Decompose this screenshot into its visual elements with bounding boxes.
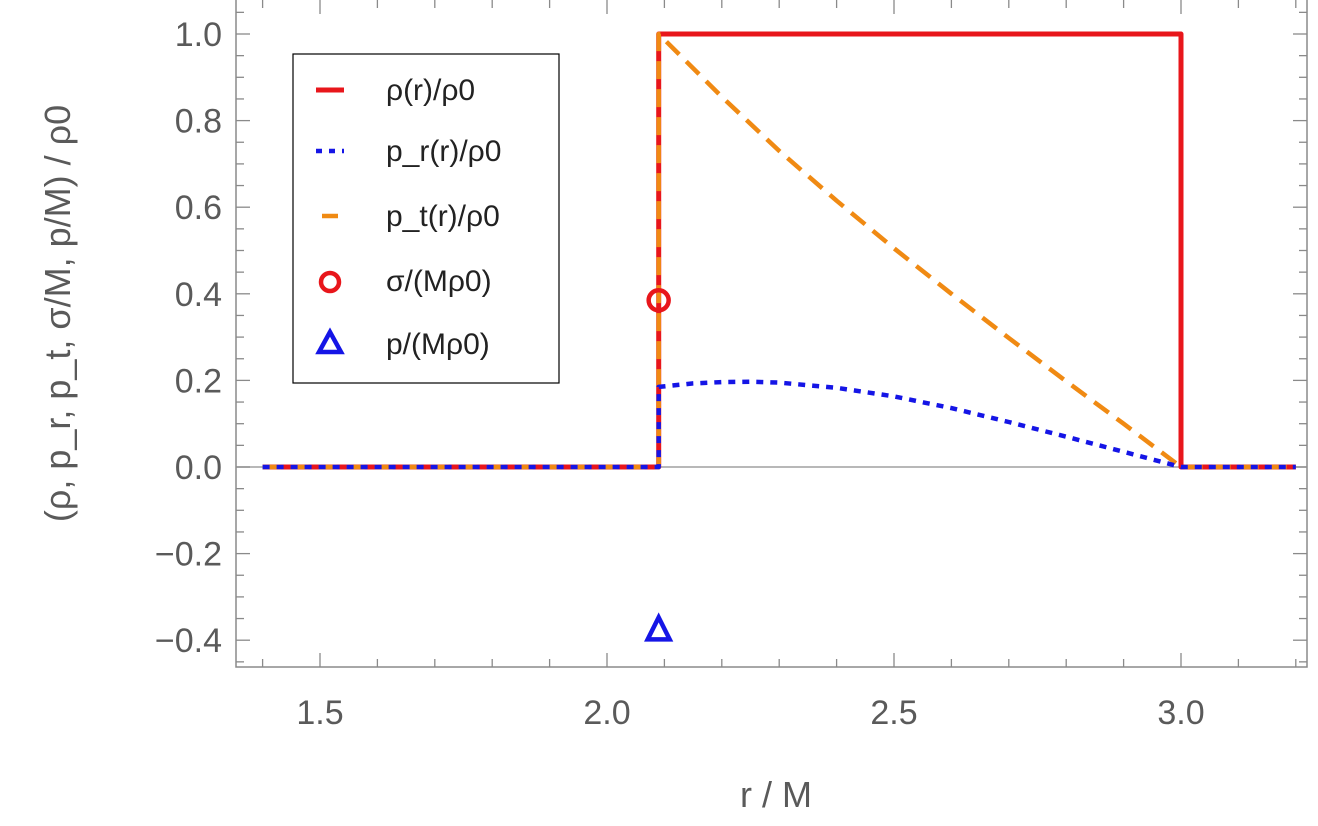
- data-point-sigma: [646, 288, 671, 313]
- series-line-p_r: [262, 379, 1296, 470]
- legend-swatch-sigma: [318, 270, 342, 294]
- y-tick-label: 0.8: [175, 103, 222, 141]
- y-tick-label: 0.6: [175, 189, 222, 227]
- y-tick-label: 1.0: [175, 16, 222, 54]
- legend-label-rho: ρ(r)/ρ0: [386, 74, 475, 107]
- y-tick-label: −0.4: [155, 622, 222, 660]
- series-line-p_t: [262, 31, 1296, 470]
- y-tick-label: 0.4: [175, 276, 222, 314]
- legend-label-p_r: p_r(r)/ρ0: [386, 135, 501, 168]
- y-tick-label: 0.2: [175, 362, 222, 400]
- plot-frame: [235, 0, 1308, 668]
- y-axis-title: (ρ, p_r, p_t, σ/M, p/M) / ρ0: [37, 105, 78, 522]
- legend-label-sigma: σ/(Mρ0): [386, 265, 492, 298]
- x-tick-label: 3.0: [1157, 694, 1204, 732]
- x-tick-label: 2.5: [870, 694, 917, 732]
- data-point-p_surface: [644, 612, 674, 642]
- legend-label-p_t: p_t(r)/ρ0: [386, 200, 500, 233]
- y-tick-label: −0.2: [155, 536, 222, 574]
- legend-box: [292, 53, 560, 384]
- legend-swatch-p_surface: [315, 327, 345, 355]
- x-axis-title: r / M: [740, 774, 812, 815]
- legend: ρ(r)/ρ0 p_r(r)/ρ0 p_t(r)/ρ0 σ/(Mρ0) p/(Mρ0): [292, 53, 560, 384]
- y-tick-label: 0.0: [175, 449, 222, 487]
- axes-layer: 1.5 2.0 2.5 3.0 −0.4 −0.2 0.0 0.2 0.4 0.6 0.8 1.0 r …: [37, 0, 1308, 815]
- x-tick-label: 1.5: [296, 694, 343, 732]
- legend-label-p_surface: p/(Mρ0): [386, 328, 490, 361]
- series-layer: [262, 31, 1296, 642]
- x-tick-label: 2.0: [583, 694, 630, 732]
